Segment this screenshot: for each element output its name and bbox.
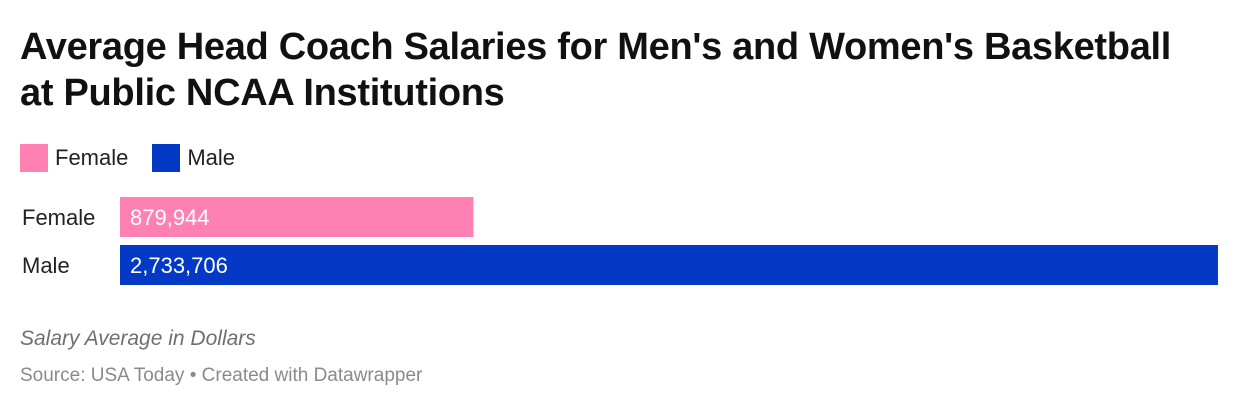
bar-male bbox=[120, 245, 1218, 285]
legend-swatch-male bbox=[152, 144, 181, 172]
value-label-female: 879,944 bbox=[130, 205, 210, 230]
value-label-male: 2,733,706 bbox=[130, 253, 228, 278]
chart-notes: Salary Average in Dollars bbox=[20, 327, 256, 350]
category-label-male: Male bbox=[22, 253, 70, 278]
legend-swatch-female bbox=[20, 144, 48, 172]
source-text: Source: USA Today bbox=[20, 365, 185, 386]
footer-separator: • bbox=[189, 365, 197, 386]
category-label-female: Female bbox=[22, 205, 95, 230]
legend-item-male: Male bbox=[152, 144, 235, 172]
legend-item-female: Female bbox=[20, 144, 128, 172]
legend-label-female: Female bbox=[55, 145, 129, 170]
chart-footer: Source: USA Today • Created with Datawra… bbox=[20, 365, 422, 387]
bar-chart: Female 879,944 Male 2,733,706 bbox=[22, 197, 1218, 285]
credit-text: Created with Datawrapper bbox=[201, 365, 423, 386]
legend-label-male: Male bbox=[187, 145, 236, 170]
chart-title: Average Head Coach Salaries for Men's an… bbox=[20, 26, 1172, 114]
bar-female bbox=[120, 197, 474, 237]
legend: Female Male bbox=[20, 143, 259, 173]
